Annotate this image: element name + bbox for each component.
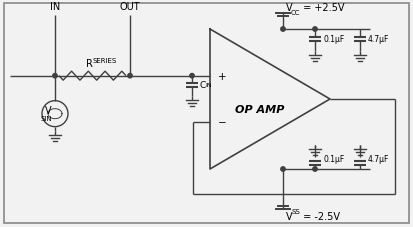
Text: R: R (85, 58, 93, 68)
Text: SIN: SIN (40, 115, 52, 121)
Text: C: C (200, 81, 206, 90)
Text: 4.7µF: 4.7µF (368, 35, 389, 44)
Text: IN: IN (205, 82, 211, 87)
Circle shape (313, 167, 317, 171)
Text: +: + (218, 71, 227, 81)
Circle shape (53, 74, 57, 79)
Circle shape (313, 28, 317, 32)
Text: 0.1µF: 0.1µF (323, 155, 344, 164)
Text: OP AMP: OP AMP (235, 105, 285, 114)
Text: V: V (286, 3, 293, 13)
Text: −: − (218, 118, 227, 128)
Circle shape (128, 74, 132, 79)
Text: 0.1µF: 0.1µF (323, 35, 344, 44)
Circle shape (190, 74, 194, 79)
Circle shape (281, 167, 285, 171)
Text: = +2.5V: = +2.5V (300, 3, 344, 13)
Text: SS: SS (291, 208, 300, 214)
Text: CC: CC (291, 10, 301, 16)
Text: = -2.5V: = -2.5V (300, 211, 340, 221)
Circle shape (281, 28, 285, 32)
Text: OUT: OUT (120, 2, 140, 12)
Text: V: V (45, 105, 52, 115)
Text: SERIES: SERIES (93, 57, 117, 63)
Text: IN: IN (50, 2, 60, 12)
Text: 4.7µF: 4.7µF (368, 155, 389, 164)
Text: V: V (286, 211, 293, 221)
